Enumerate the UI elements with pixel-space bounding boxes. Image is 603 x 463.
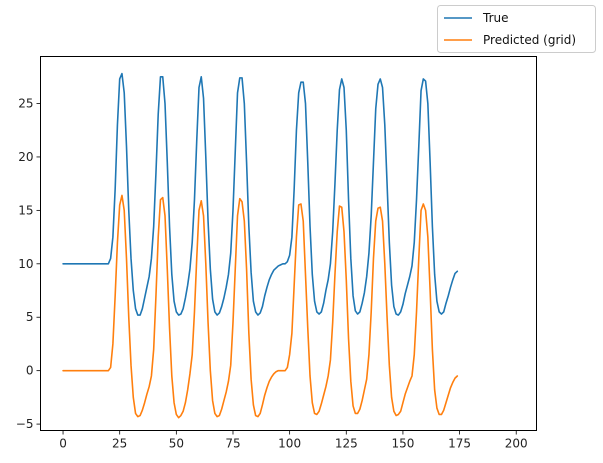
x-tick-label: 175 [448, 437, 471, 451]
series-line-true [62, 72, 459, 316]
x-tick-label: 75 [225, 437, 240, 451]
x-tick-label: 25 [112, 437, 127, 451]
y-tick-label: 5 [26, 310, 34, 324]
legend-label-predicted: Predicted (grid) [483, 33, 576, 47]
legend: True Predicted (grid) [437, 5, 596, 53]
axes-frame [40, 56, 537, 431]
x-tick-label: 125 [335, 437, 358, 451]
x-tick-label: 100 [278, 437, 301, 451]
legend-box [437, 5, 596, 53]
y-tick-label: 15 [18, 203, 33, 217]
series-line-predicted [62, 194, 459, 419]
x-tick-label: 50 [169, 437, 184, 451]
y-tick-label: 25 [18, 97, 33, 111]
x-tick-label: 150 [391, 437, 414, 451]
y-tick-label: 20 [18, 150, 33, 164]
x-axis: 0 25 50 75 100 125 150 175 200 [59, 430, 528, 451]
legend-label-true: True [482, 11, 509, 25]
x-tick-label: 0 [59, 437, 67, 451]
y-axis: −5 0 5 10 15 20 25 [16, 97, 41, 431]
y-tick-label: 10 [18, 257, 33, 271]
x-tick-label: 200 [505, 437, 528, 451]
plot-area [62, 72, 459, 419]
y-tick-label: 0 [26, 364, 34, 378]
y-tick-label: −5 [16, 417, 34, 431]
